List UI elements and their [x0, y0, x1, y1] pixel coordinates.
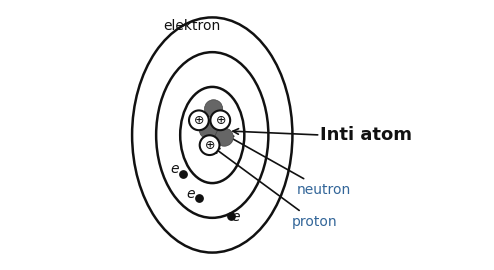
Point: [195, 196, 203, 200]
Circle shape: [200, 135, 219, 155]
Text: $e$: $e$: [170, 163, 180, 177]
Circle shape: [215, 128, 233, 146]
Text: $\oplus$: $\oplus$: [193, 114, 205, 127]
Circle shape: [205, 100, 223, 118]
Point: [179, 172, 187, 176]
Text: $\oplus$: $\oplus$: [214, 114, 226, 127]
Text: $e$: $e$: [186, 187, 197, 201]
Text: elektron: elektron: [164, 19, 221, 33]
Text: Inti atom: Inti atom: [321, 126, 412, 144]
Circle shape: [210, 110, 230, 130]
Text: proton: proton: [214, 148, 337, 229]
Point: [227, 214, 235, 218]
Circle shape: [189, 110, 209, 130]
Text: $e$: $e$: [231, 210, 241, 224]
Text: neutron: neutron: [228, 136, 351, 197]
Text: $\oplus$: $\oplus$: [204, 139, 215, 152]
Circle shape: [199, 121, 217, 139]
